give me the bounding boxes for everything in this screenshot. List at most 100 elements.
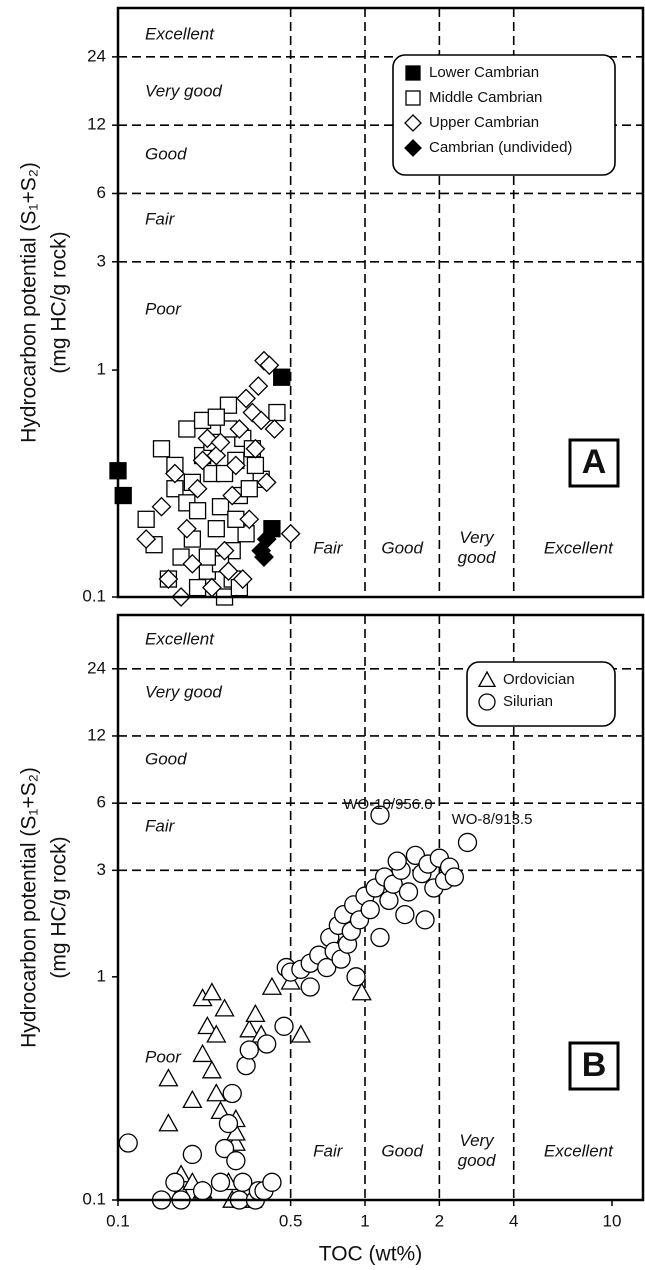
y-tick-label: 3: [97, 251, 106, 270]
circle-marker: [210, 1172, 231, 1192]
circle-marker: [118, 1133, 138, 1153]
annotation: WO-8/913.5: [452, 811, 533, 828]
circle-marker: [370, 805, 390, 825]
square-marker: [198, 548, 216, 566]
y-zone-label: Poor: [145, 299, 182, 318]
circle-marker: [257, 1034, 277, 1054]
square-marker: [246, 456, 265, 475]
legend-label: Cambrian (undivided): [429, 139, 572, 156]
plot-frame: [116, 613, 645, 1202]
legend-label: Silurian: [503, 693, 553, 710]
y-zone-label: Fair: [145, 816, 176, 835]
panel-letter: B: [582, 1046, 607, 1084]
x-zone-label: Good: [381, 538, 423, 557]
diamond-marker: [251, 410, 272, 431]
square-marker: [211, 498, 230, 516]
square-marker: [240, 480, 258, 498]
diamond-marker: [187, 478, 208, 499]
diamond-marker: [280, 523, 301, 544]
legend-label: Upper Cambrian: [429, 114, 539, 131]
circle-marker: [214, 1138, 235, 1159]
triangle-marker: [206, 1024, 227, 1043]
circle-marker: [457, 832, 478, 853]
y-zone-label: Good: [145, 144, 187, 163]
circle-marker: [395, 904, 415, 925]
square-marker: [405, 90, 421, 106]
y-tick-label: 0.1: [82, 1189, 106, 1208]
y-tick-label: 1: [97, 966, 106, 985]
diamond-marker: [259, 355, 280, 376]
y-tick-label: 6: [97, 793, 106, 812]
y-zone-label: Excellent: [145, 24, 215, 43]
diamond-marker: [165, 463, 185, 484]
y-zone-label: Fair: [145, 209, 176, 228]
circle-marker: [182, 1144, 203, 1165]
triangle-marker: [206, 1083, 227, 1102]
triangle-marker: [214, 998, 235, 1017]
circle-marker: [236, 1055, 256, 1076]
circle-marker: [387, 851, 407, 871]
circle-marker: [379, 890, 399, 911]
triangle-marker: [290, 1024, 311, 1043]
y-tick-label: 24: [87, 46, 106, 65]
x-axis-label: TOC (wt%): [319, 1243, 422, 1266]
triangle-marker: [201, 982, 223, 1001]
x-tick-label: 2: [435, 1211, 444, 1230]
y-tick-label: 1: [97, 360, 106, 379]
diamond-marker: [236, 388, 256, 409]
diamond-marker: [210, 432, 231, 453]
x-zone-label: Excellent: [544, 1141, 614, 1160]
triangle-marker: [192, 1043, 213, 1063]
y-tick-label: 6: [97, 183, 106, 202]
y-zone-label: Very good: [145, 682, 222, 701]
circle-marker: [233, 1172, 253, 1192]
triangle-marker: [182, 1089, 203, 1109]
square-marker: [207, 520, 225, 538]
diamond-marker: [404, 139, 422, 157]
diamond-marker: [158, 569, 179, 589]
triangle-marker: [245, 1003, 266, 1023]
diamond-marker: [245, 438, 266, 459]
diamond-marker: [248, 376, 269, 397]
square-marker: [172, 548, 190, 566]
diamond-marker: [229, 419, 250, 439]
triangle-marker: [158, 1113, 179, 1132]
y-tick-label: 24: [87, 658, 106, 677]
triangle-marker: [239, 1019, 260, 1038]
x-zone-label: Very good: [458, 1131, 496, 1170]
square-marker: [215, 464, 234, 483]
y-axis-label: (mg HC/g rock): [48, 836, 71, 978]
square-marker: [405, 65, 421, 81]
x-tick-label: 0.1: [106, 1211, 130, 1230]
circle-marker: [346, 967, 366, 987]
square-marker: [188, 502, 207, 520]
square-marker: [273, 368, 291, 386]
y-axis-label: (mg HC/g rock): [48, 231, 71, 373]
circle-marker: [444, 867, 465, 887]
circle-marker: [478, 693, 496, 711]
circle-marker: [239, 1040, 259, 1060]
diamond-marker: [404, 114, 422, 132]
legend-box: [392, 54, 616, 176]
circle-marker: [398, 882, 419, 902]
diamond-marker: [176, 518, 197, 539]
y-axis-label: Hydrocarbon potential (S₁+S₂): [18, 162, 41, 443]
y-zone-label: Good: [145, 749, 187, 768]
diamond-marker: [218, 561, 239, 582]
diamond-marker: [251, 540, 272, 561]
diamond-marker: [214, 540, 235, 561]
x-tick-label: 10: [603, 1211, 622, 1230]
diamond-marker: [239, 509, 260, 530]
y-zone-label: Excellent: [145, 629, 215, 648]
y-zone-label: Very good: [145, 81, 222, 100]
annotation: WO-10/956.0: [343, 796, 432, 813]
circle-marker: [300, 977, 320, 997]
triangle-marker: [477, 670, 497, 688]
x-tick-label: 1: [360, 1211, 369, 1230]
panel-letter: A: [582, 443, 607, 481]
y-tick-label: 0.1: [82, 586, 106, 605]
square-marker: [178, 420, 196, 438]
diamond-marker: [222, 485, 243, 506]
circle-marker: [274, 1016, 294, 1036]
